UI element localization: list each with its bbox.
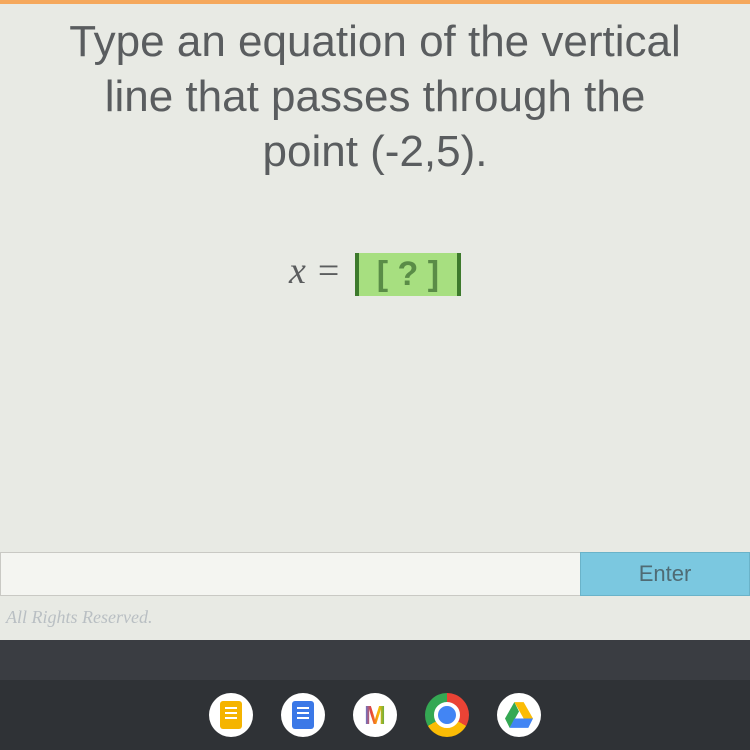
- question-line-1: Type an equation of the vertical: [8, 14, 742, 69]
- question-line-3: point (-2,5).: [8, 124, 742, 179]
- gmail-icon[interactable]: M: [353, 693, 397, 737]
- google-docs-icon[interactable]: [281, 693, 325, 737]
- problem-window: Type an equation of the vertical line th…: [0, 0, 750, 640]
- footer-copyright: All Rights Reserved.: [6, 607, 152, 628]
- answer-input-row: Enter: [0, 552, 750, 596]
- question-text: Type an equation of the vertical line th…: [0, 4, 750, 179]
- equation-row: x = [ ? ]: [0, 249, 750, 296]
- equation-variable: x: [289, 250, 306, 292]
- question-line-2: line that passes through the: [8, 69, 742, 124]
- chrome-icon[interactable]: [425, 693, 469, 737]
- equation-equals: =: [318, 250, 339, 292]
- answer-placeholder-box[interactable]: [ ? ]: [355, 253, 461, 296]
- google-drive-icon[interactable]: [497, 693, 541, 737]
- answer-input[interactable]: [0, 552, 580, 596]
- enter-button[interactable]: Enter: [580, 552, 750, 596]
- google-slides-icon[interactable]: [209, 693, 253, 737]
- answer-placeholder-text: [ ? ]: [377, 255, 439, 293]
- taskbar: M: [0, 680, 750, 750]
